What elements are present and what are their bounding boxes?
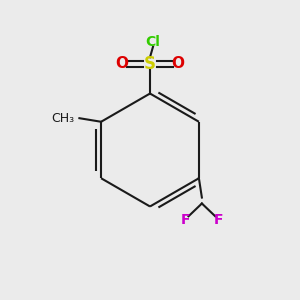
Text: F: F bbox=[181, 213, 190, 227]
Text: O: O bbox=[172, 56, 185, 71]
Text: F: F bbox=[214, 213, 223, 227]
Text: S: S bbox=[144, 55, 156, 73]
Text: O: O bbox=[115, 56, 128, 71]
Text: Cl: Cl bbox=[146, 34, 160, 49]
Text: CH₃: CH₃ bbox=[51, 112, 74, 125]
